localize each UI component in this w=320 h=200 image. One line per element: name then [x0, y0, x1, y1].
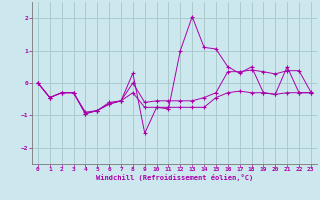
X-axis label: Windchill (Refroidissement éolien,°C): Windchill (Refroidissement éolien,°C): [96, 174, 253, 181]
